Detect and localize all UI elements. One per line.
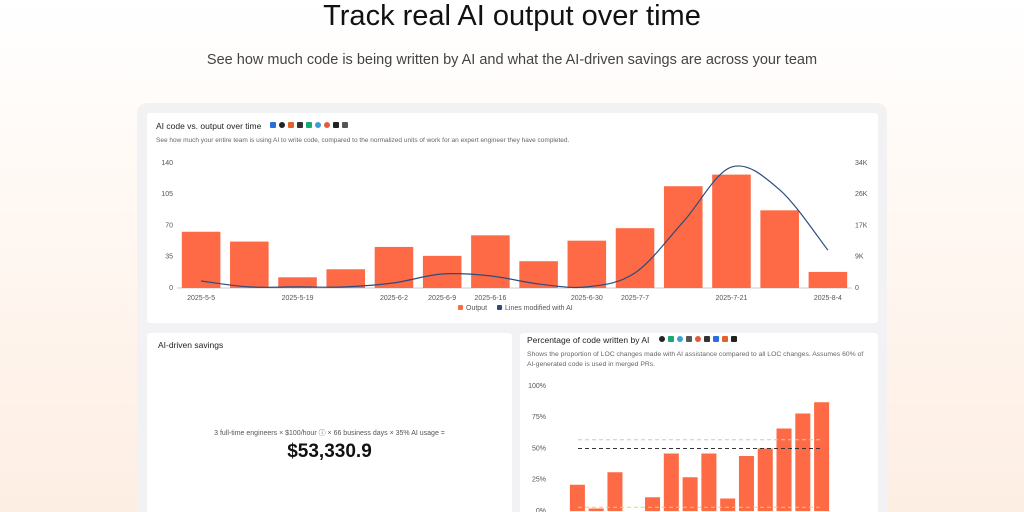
bar: [808, 271, 848, 288]
bar: [760, 210, 799, 288]
bar: [615, 228, 655, 288]
y-tick-label: 17K: [855, 222, 868, 229]
y-tick-label: 75%: [532, 414, 546, 421]
bar: [663, 453, 679, 511]
x-tick-label: 2025-6-2: [380, 295, 408, 302]
x-tick-label: 2025-7-21: [716, 295, 748, 302]
y-tick-label: 26K: [855, 191, 868, 198]
bar: [567, 240, 607, 288]
bar: [795, 413, 811, 511]
y-tick-label: 0: [169, 285, 173, 292]
y-tick-label: 25%: [532, 477, 546, 484]
bar: [374, 246, 414, 288]
bar: [230, 241, 269, 288]
legend-swatch: [458, 305, 463, 310]
card-description: Shows the proportion of LOC changes made…: [527, 351, 864, 368]
bar: [181, 231, 221, 288]
bar: [326, 269, 366, 288]
bar: [720, 498, 736, 511]
bar: [712, 174, 751, 288]
bar: [278, 277, 317, 288]
y-tick-label: 0%: [536, 508, 546, 512]
x-tick-label: 2025-8-4: [814, 295, 842, 302]
bar: [645, 497, 661, 511]
x-tick-label: 2025-6-9: [428, 295, 456, 302]
card-description: See how much your entire team is using A…: [156, 137, 570, 144]
card-title: AI-driven savings: [158, 340, 224, 350]
legend-label: Output: [466, 305, 487, 312]
legend-label: Lines modified with AI: [505, 305, 573, 312]
x-tick-label: 2025-5-19: [282, 295, 314, 302]
page-title: Track real AI output over time: [323, 0, 701, 32]
source-icons: [270, 122, 737, 342]
bar: [471, 235, 510, 288]
bar: [588, 508, 604, 511]
bar: [682, 477, 698, 511]
y-tick-label: 50%: [532, 445, 546, 452]
bar: [607, 472, 623, 511]
bar: [776, 428, 792, 511]
page-subtitle: See how much code is being written by AI…: [206, 52, 818, 68]
card: [147, 333, 512, 512]
bar: [701, 453, 717, 511]
legend-swatch: [497, 305, 503, 310]
savings-formula: 3 full-time engineers × $100/hour ⓘ × 66…: [214, 430, 445, 437]
x-tick-label: 2025-6-16: [474, 295, 506, 302]
y-tick-label: 105: [161, 191, 173, 198]
y-tick-label: 9K: [855, 254, 864, 261]
y-tick-label: 100%: [528, 383, 546, 390]
bar: [569, 484, 585, 511]
y-tick-label: 34K: [855, 160, 868, 167]
y-tick-label: 140: [161, 160, 173, 167]
x-tick-label: 2025-5-5: [187, 295, 215, 302]
y-tick-label: 35: [165, 254, 173, 261]
bar: [757, 448, 773, 511]
bar: [738, 456, 754, 511]
y-tick-label: 70: [165, 222, 173, 229]
line: [201, 165, 829, 289]
bar: [422, 255, 462, 288]
bar: [814, 402, 830, 511]
card-title: AI code vs. output over time: [156, 121, 262, 131]
y-tick-label: 0: [855, 285, 859, 292]
x-tick-label: 2025-7-7: [621, 295, 649, 302]
card-title: Percentage of code written by AI: [527, 335, 650, 345]
savings-total: $53,330.9: [287, 441, 372, 462]
x-tick-label: 2025-6-30: [571, 295, 603, 302]
